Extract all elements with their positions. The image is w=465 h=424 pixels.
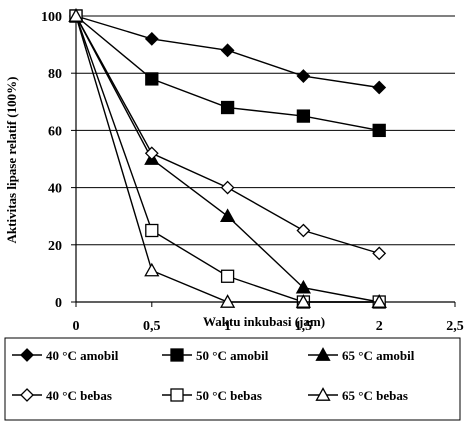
legend-label: 50 °C amobil	[196, 348, 269, 363]
legend-marker	[315, 387, 331, 401]
legend-entry: 50 °C amobil	[162, 348, 269, 363]
y-tick-label: 0	[55, 296, 62, 311]
y-axis-label: Aktivitas lipase relatif (100%)	[4, 77, 19, 244]
legend-label: 50 °C bebas	[196, 388, 262, 403]
legend-box	[4, 337, 461, 421]
data-point	[296, 109, 311, 123]
data-point	[220, 269, 235, 283]
data-point	[371, 294, 387, 308]
legend-label: 65 °C amobil	[342, 348, 415, 363]
data-point	[296, 69, 311, 83]
data-point	[219, 208, 236, 223]
legend-marker	[20, 348, 34, 362]
data-point	[145, 72, 159, 86]
legend-entry: 65 °C bebas	[308, 387, 408, 403]
gridlines	[76, 15, 455, 246]
x-tick-labels: 0 0,5 1 1,5 2 2,5	[73, 319, 464, 334]
series-4	[69, 9, 387, 261]
x-tick-label: 0	[73, 319, 80, 334]
legend-label: 40 °C bebas	[46, 388, 112, 403]
legend-marker	[315, 347, 331, 361]
series-line	[75, 15, 380, 303]
legend-entry: 40 °C bebas	[12, 388, 112, 403]
data-point	[372, 80, 387, 95]
data-point	[220, 100, 235, 115]
legend-marker	[170, 348, 184, 362]
x-tick-label: 1,5	[295, 319, 313, 334]
y-tick-label: 60	[48, 124, 62, 139]
series-line	[75, 15, 380, 303]
y-tick-label: 100	[41, 10, 62, 25]
series-line	[75, 15, 380, 303]
data-point	[144, 31, 159, 46]
data-point	[144, 146, 159, 161]
data-point	[220, 43, 235, 58]
legend-entry: 40 °C amobil	[12, 348, 119, 363]
y-tick-label: 80	[48, 67, 62, 82]
data-point	[372, 246, 387, 261]
data-point	[145, 223, 159, 238]
data-point	[295, 279, 312, 294]
y-tick-labels: 0 20 40 60 80 100	[41, 10, 62, 311]
y-tick-label: 20	[48, 239, 62, 254]
legend-entry: 50 °C bebas	[162, 388, 262, 403]
data-point	[296, 223, 311, 238]
series-1	[69, 9, 387, 95]
data-point	[220, 180, 235, 195]
series-6	[68, 8, 387, 308]
data-point	[295, 294, 312, 308]
legend: 40 °C amobil 50 °C amobil 65 °C amobil 40 °…	[4, 337, 461, 421]
data-point	[372, 123, 386, 138]
data-point	[144, 262, 160, 277]
x-tick-label: 2	[376, 319, 383, 334]
legend-label: 40 °C amobil	[46, 348, 119, 363]
x-tick-label: 2,5	[446, 319, 464, 334]
legend-entry: 65 °C amobil	[308, 347, 415, 363]
x-tick-label: 1	[224, 319, 231, 334]
data-point	[68, 8, 84, 22]
x-tick-label: 0,5	[143, 319, 161, 334]
legend-marker	[170, 388, 184, 402]
y-tick-label: 40	[48, 182, 62, 197]
legend-marker	[20, 388, 34, 402]
legend-label: 65 °C bebas	[342, 388, 408, 403]
data-point	[219, 294, 236, 308]
series-layer	[68, 8, 387, 309]
x-axis-label: Waktu inkubasi (jam)	[203, 314, 325, 329]
